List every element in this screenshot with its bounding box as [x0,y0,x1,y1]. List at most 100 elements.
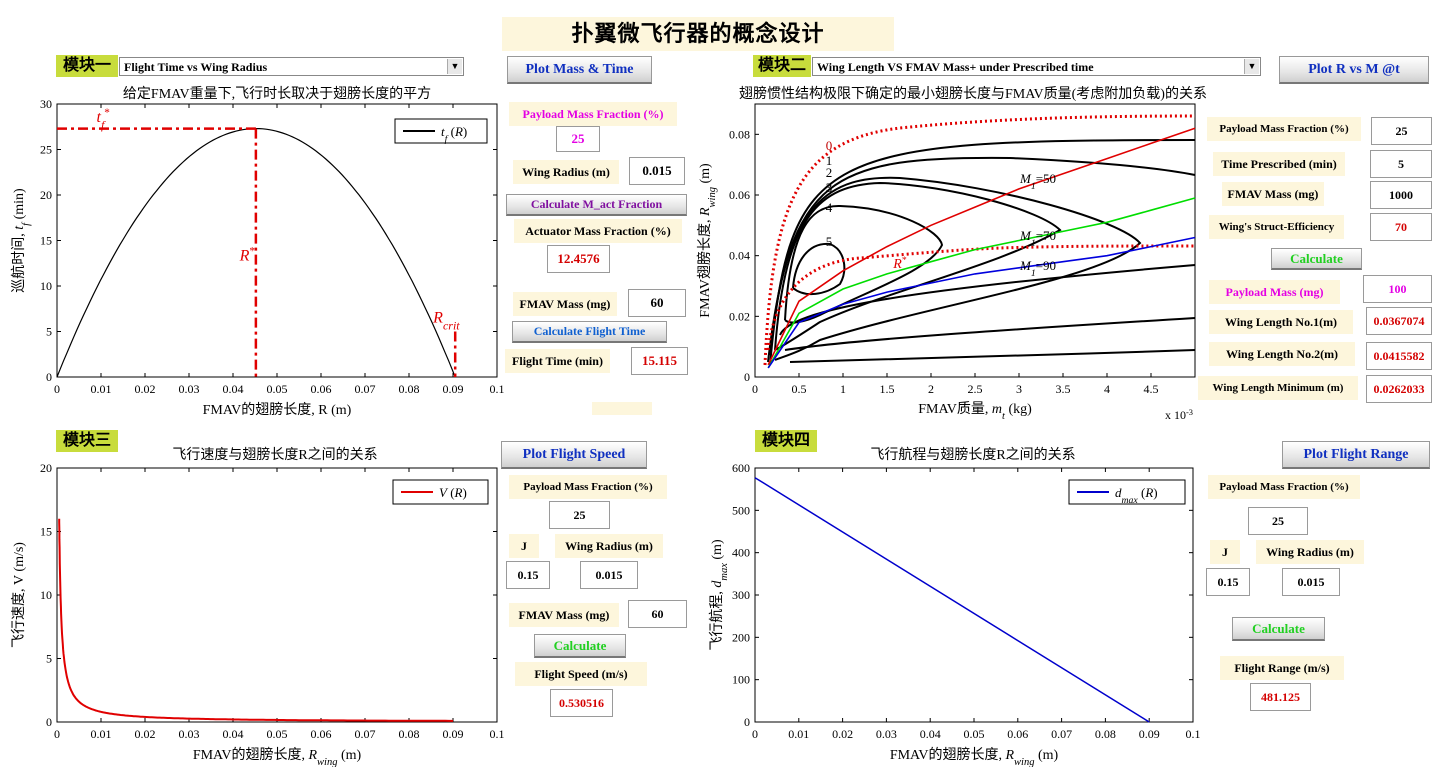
time-prescribed-input[interactable]: 5 [1370,150,1432,178]
module3-payload-input[interactable]: 25 [549,501,610,529]
c1-xtick-label: 0.07 [355,382,376,396]
c2-contour-label: 3 [826,180,833,195]
c1-xtick-label: 0.05 [267,382,288,396]
c4-xtick-label: 0.04 [920,727,941,741]
flight-time-label: Flight Time (min) [505,349,610,373]
module4-calculate-button[interactable]: Calculate [1232,617,1325,641]
c3-ytick-label: 10 [40,588,52,602]
c2-xtick-label: 1.5 [880,382,895,396]
module1-payload-label: Payload Mass Fraction (%) [509,102,677,126]
c2-contour-label: 5 [826,234,833,249]
c3-plot-area [56,467,498,723]
c2-ylabel: FMAV翅膀长度, Rwing (m) [696,163,718,318]
plot-r-vs-m-button[interactable]: Plot R vs M @t [1279,56,1429,84]
c2-contour-5 [792,242,846,296]
c2-ytick-label: 0.06 [729,188,750,202]
module1-plot-title: 给定FMAV重量下,飞行时长取决于翅膀长度的平方 [122,87,432,102]
module1-payload-input[interactable]: 25 [556,126,600,152]
c3-legend-label: V (R) [439,485,467,500]
chevron-down-icon[interactable]: ▼ [1244,59,1259,74]
module4-j-input[interactable]: 0.15 [1206,568,1250,596]
c1-xtick-label: 0.1 [490,382,505,396]
c4-legend-label: dmax (R) [1115,485,1158,506]
module2-payload-label: Payload Mass Fraction (%) [1207,117,1361,141]
module4-tag: 模块四 [755,430,817,452]
module4-payload-input[interactable]: 25 [1248,507,1308,535]
module3-calculate-button[interactable]: Calculate [534,634,626,658]
plot-flight-range-button[interactable]: Plot Flight Range [1282,441,1430,469]
module1-tag: 模块一 [56,55,118,77]
c3-xtick-label: 0.08 [399,727,420,741]
c3-xtick-label: 0.06 [311,727,332,741]
c1-ytick-label: 30 [40,97,52,111]
c2-contour-8 [789,349,1196,363]
module2-calculate-button[interactable]: Calculate [1271,248,1362,270]
c4-ytick-label: 500 [732,503,750,517]
module1-fmav-mass-input[interactable]: 60 [628,289,686,317]
module4-wing-radius-label: Wing Radius (m) [1256,540,1364,564]
time-prescribed-label: Time Prescribed (min) [1213,152,1345,176]
actuator-fraction-value: 12.4576 [547,245,610,273]
c2-contour-label: 4 [826,200,833,215]
c1-xtick-label: 0.08 [399,382,420,396]
module1-plot-select[interactable]: Flight Time vs Wing Radius ▼ [119,57,464,76]
c2-series-2 [767,236,1196,369]
module2-plot-select[interactable]: Wing Length VS FMAV Mass+ under Prescrib… [812,57,1261,76]
calculate-flight-time-button[interactable]: Calculate Flight Time [512,321,667,343]
c1-ylabel: 巡航时间, tf (min) [11,188,32,293]
module3-plot-title: 飞行速度与翅膀长度R之间的关系 [172,448,378,463]
c1-xtick-label: 0.03 [179,382,200,396]
c4-xtick-label: 0.09 [1139,727,1160,741]
c3-ytick-label: 15 [40,525,52,539]
module2-fmav-mass-label: FMAV Mass (mg) [1222,182,1324,206]
wing-length-1-value: 0.0367074 [1366,307,1432,335]
c2-contour-label: 1 [826,153,833,168]
c4-xtick-label: 0.02 [832,727,853,741]
c2-line-label: M1=70 [1019,228,1056,249]
wing-length-min-value: 0.0262033 [1366,375,1432,403]
module2-payload-input[interactable]: 25 [1371,117,1432,145]
c4-xtick-label: 0 [752,727,758,741]
module4-plot-title: 飞行航程与翅膀长度R之间的关系 [870,448,1076,463]
c3-xlabel: FMAV的翅膀长度, Rwing (m) [193,746,362,767]
module4-payload-label: Payload Mass Fraction (%) [1208,475,1360,499]
c1-rcrit-label: Rcrit [432,309,460,332]
module2-fmav-mass-input[interactable]: 1000 [1370,181,1432,209]
module3-fmav-mass-input[interactable]: 60 [628,600,687,628]
c4-xtick-label: 0.07 [1051,727,1072,741]
module3-j-label: J [509,534,539,558]
calculate-mact-fraction-button[interactable]: Calculate M_act Fraction [506,194,687,216]
module3-wing-radius-input[interactable]: 0.015 [580,561,638,589]
c2-xtick-label: 3 [1016,382,1022,396]
c2-xtick-label: 4.5 [1144,382,1159,396]
module3-j-input[interactable]: 0.15 [506,561,550,589]
plot-flight-speed-button[interactable]: Plot Flight Speed [501,441,647,469]
module2-select-value: Wing Length VS FMAV Mass+ under Prescrib… [817,60,1094,74]
c4-xtick-label: 0.05 [964,727,985,741]
chevron-down-icon[interactable]: ▼ [447,59,462,74]
plot-mass-time-button[interactable]: Plot Mass & Time [507,56,652,84]
c1-xtick-label: 0.01 [91,382,112,396]
c2-dotted-upper [763,114,1196,366]
c3-xtick-label: 0.1 [490,727,505,741]
struct-efficiency-input[interactable]: 70 [1370,213,1432,241]
c2-xtick-label: 1 [840,382,846,396]
c3-xtick-label: 0.07 [355,727,376,741]
flight-speed-value: 0.530516 [550,689,613,717]
module1-wing-radius-label: Wing Radius (m) [513,160,619,184]
c1-xtick-label: 0.04 [223,382,244,396]
c4-xtick-label: 0.06 [1007,727,1028,741]
module4-wing-radius-input[interactable]: 0.015 [1282,568,1340,596]
c2-xtick-label: 0.5 [792,382,807,396]
c2-contour-7 [784,317,1196,351]
c2-contour-3 [774,181,1062,351]
c2-line-label: M1=90 [1019,258,1056,279]
c1-xtick-label: 0.06 [311,382,332,396]
module1-blank-field [592,402,652,415]
module3-fmav-mass-label: FMAV Mass (mg) [509,603,619,627]
module1-wing-radius-input[interactable]: 0.015 [629,157,685,185]
module3-tag: 模块三 [56,430,118,452]
c4-ytick-label: 200 [732,630,750,644]
